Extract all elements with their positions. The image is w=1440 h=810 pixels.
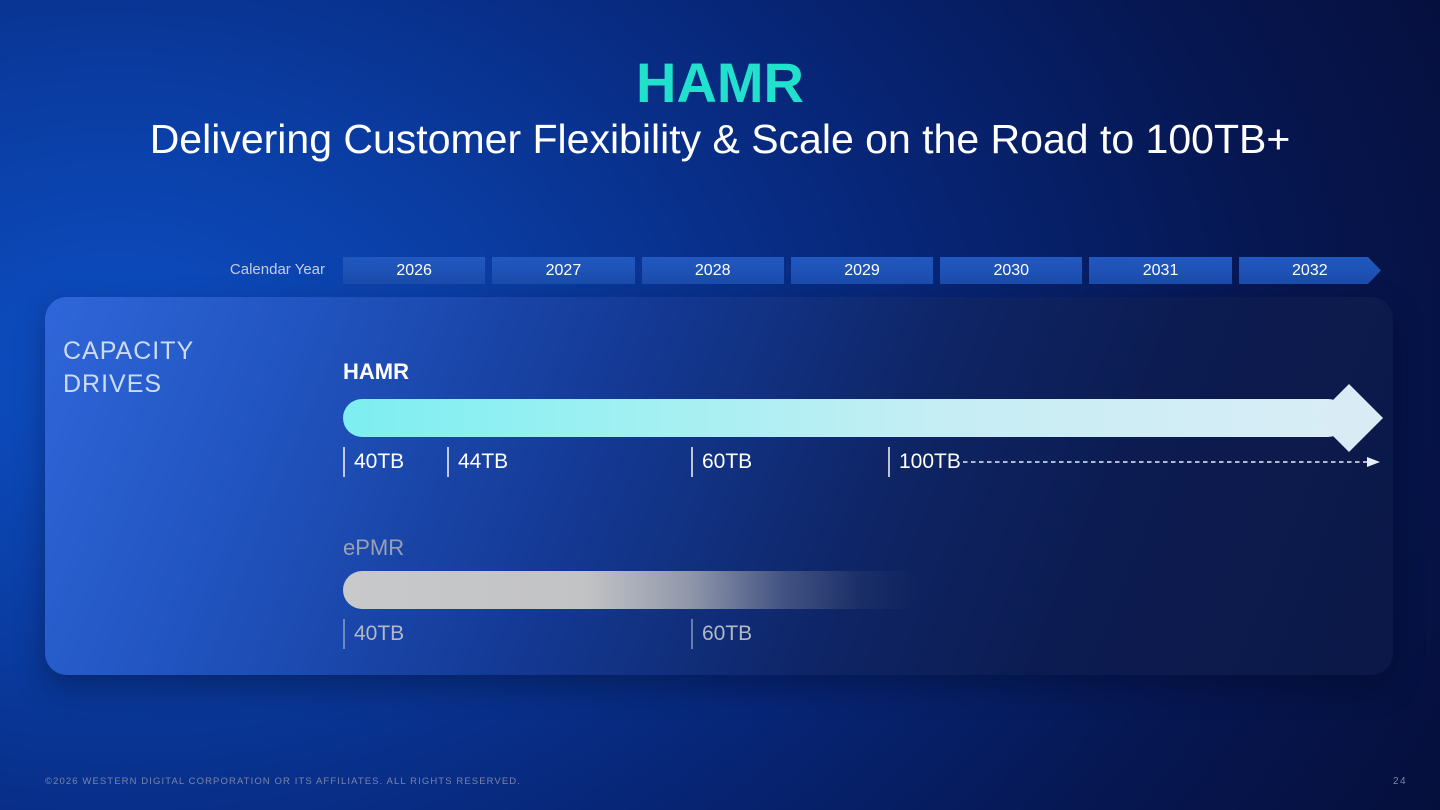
- epmr-roadmap-bar: [343, 571, 921, 609]
- hamr-milestone-44tb: 44TB: [447, 447, 508, 477]
- hamr-row-label: HAMR: [343, 359, 409, 384]
- milestone-tick: [691, 619, 693, 649]
- panel-heading-line2: DRIVES: [63, 370, 163, 398]
- year-cell-2032: 2032: [1239, 257, 1381, 284]
- milestone-label: 40TB: [354, 622, 405, 645]
- epmr-milestone-60tb: 60TB: [691, 619, 752, 649]
- year-cell-2028: 2028: [641, 257, 784, 284]
- epmr-row-label: ePMR: [343, 535, 405, 560]
- milestone-label: 100TB: [899, 450, 961, 473]
- milestone-tick: [888, 447, 890, 477]
- milestone-label: 60TB: [702, 622, 753, 645]
- panel-heading-line1: CAPACITY: [63, 337, 195, 365]
- milestone-label: 60TB: [702, 450, 753, 473]
- hamr-milestone-40tb: 40TB: [343, 447, 404, 477]
- year-cell-2030: 2030: [940, 257, 1083, 284]
- hamr-milestone-60tb: 60TB: [691, 447, 752, 477]
- hamr-milestone-100tb: 100TB: [888, 447, 961, 477]
- year-cell-2029: 2029: [790, 257, 934, 284]
- epmr-milestone-40tb: 40TB: [343, 619, 404, 649]
- milestone-label: 40TB: [354, 450, 405, 473]
- page-number: 24: [1393, 776, 1408, 787]
- page-title: HAMR: [636, 51, 804, 114]
- calendar-year-label: Calendar Year: [229, 261, 325, 278]
- hamr-roadmap-arrow: [343, 384, 1383, 452]
- milestone-tick: [343, 447, 345, 477]
- year-cell-2026: 2026: [343, 257, 486, 284]
- year-cell-2027: 2027: [492, 257, 635, 284]
- milestone-tick: [691, 447, 693, 477]
- copyright-text: ©2026 WESTERN DIGITAL CORPORATION OR ITS…: [45, 776, 522, 787]
- capacity-drives-panel: CAPACITY DRIVES HAMR 40TB 44TB 60TB 100T…: [45, 297, 1393, 675]
- milestone-label: 44TB: [458, 450, 509, 473]
- milestone-tick: [343, 619, 345, 649]
- panel-heading: CAPACITY DRIVES: [63, 335, 194, 401]
- year-cell-2031: 2031: [1089, 257, 1232, 284]
- page-subtitle: Delivering Customer Flexibility & Scale …: [149, 116, 1291, 162]
- year-timeline: 2026 2027 2028 2029 2030 2031 2032: [343, 257, 1381, 284]
- dashed-continuation-arrow: [963, 457, 1380, 467]
- milestone-tick: [447, 447, 449, 477]
